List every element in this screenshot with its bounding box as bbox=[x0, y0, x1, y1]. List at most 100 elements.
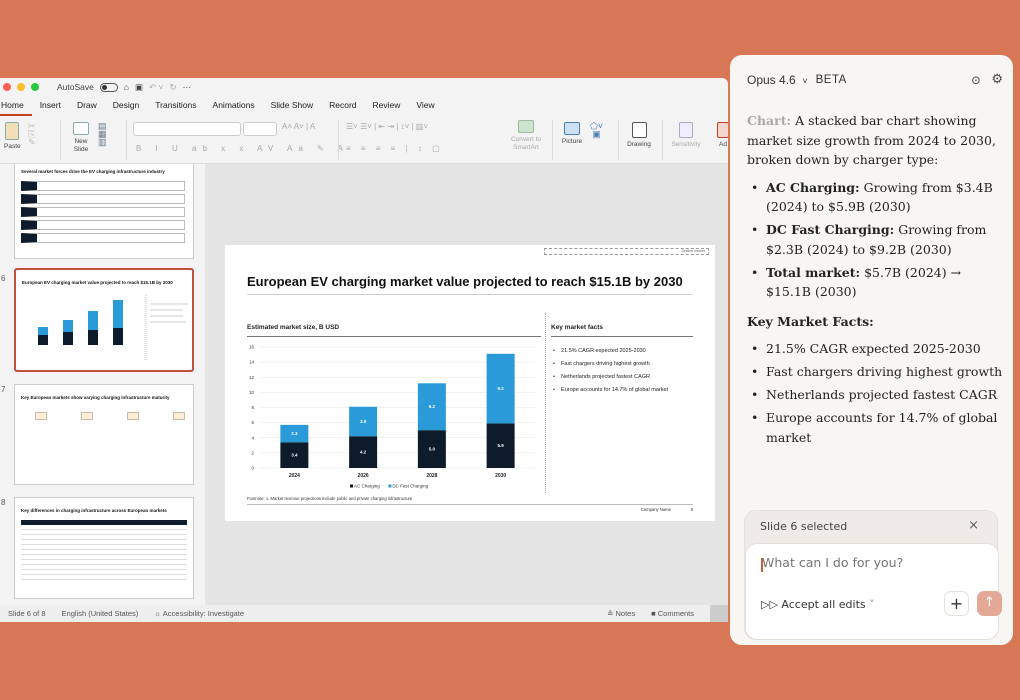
beta-badge: BETA bbox=[815, 74, 847, 86]
send-button[interactable]: ↑ bbox=[977, 591, 1002, 616]
list-icons[interactable]: ☰˅ ☰˅ | ⇤ ⇥ | ↕˅ | ▥˅ bbox=[346, 122, 429, 131]
cut-copy-icons[interactable]: ✂ ⎘ ✎ bbox=[28, 121, 36, 147]
intro-paragraph: Chart: A stacked bar chart showing marke… bbox=[747, 113, 996, 167]
list-item: Netherlands projected fastest CAGR bbox=[747, 385, 1007, 405]
thumbnail-slide-7[interactable]: Key European markets show varying chargi… bbox=[14, 384, 194, 485]
fast-forward-icon: ▷▷ bbox=[761, 598, 778, 611]
paste-button[interactable]: Paste bbox=[4, 122, 21, 151]
font-size-select[interactable] bbox=[243, 122, 277, 136]
company-name: Company Name bbox=[640, 507, 671, 512]
tab-design[interactable]: Design bbox=[112, 100, 140, 110]
bar-segment bbox=[486, 423, 515, 468]
add-ins-icon bbox=[717, 122, 728, 138]
drawing-button[interactable]: Drawing bbox=[624, 122, 654, 149]
model-selector[interactable]: Opus 4.6 ˅ bbox=[747, 73, 808, 87]
view-toggle-button[interactable] bbox=[710, 605, 728, 622]
accessibility-status[interactable]: ☼ Accessibility: Investigate bbox=[154, 609, 245, 618]
picture-icon bbox=[564, 122, 580, 135]
home-icon[interactable]: ⌂ bbox=[123, 82, 130, 92]
font-format-icons[interactable]: B I U ab x x AV Aa ✎ A bbox=[136, 144, 349, 153]
chat-input[interactable] bbox=[762, 555, 982, 570]
undo-icon[interactable]: ↶ ˅ bbox=[149, 81, 164, 92]
close-window-button[interactable] bbox=[3, 83, 11, 91]
settings-gear-icon[interactable]: ⚙ bbox=[991, 72, 1003, 87]
align-icons[interactable]: ≡ ≡ ≡ ≡ | ↕ ▢ bbox=[346, 144, 444, 153]
fact-item: • Netherlands projected fastest CAGR bbox=[553, 374, 651, 380]
new-slide-label: New Slide bbox=[73, 138, 89, 153]
tab-transitions[interactable]: Transitions bbox=[155, 100, 197, 110]
close-context-icon[interactable]: × bbox=[968, 518, 979, 533]
slide-title[interactable]: European EV charging market value projec… bbox=[247, 274, 683, 289]
autosave-toggle[interactable] bbox=[99, 82, 118, 92]
minimize-window-button[interactable] bbox=[17, 83, 25, 91]
add-attachment-button[interactable]: + bbox=[944, 591, 969, 616]
tab-animations[interactable]: Animations bbox=[212, 100, 255, 110]
picture-button[interactable]: Picture bbox=[558, 122, 586, 146]
status-bar: Slide 6 of 8 English (United States) ☼ A… bbox=[0, 605, 728, 622]
autosave-label: AutoSave bbox=[57, 82, 94, 92]
convert-smartart-button[interactable]: Convert to SmartArt bbox=[506, 120, 546, 152]
tab-slide-show[interactable]: Slide Show bbox=[270, 100, 314, 110]
footnote: Footnote: 1. Market revenue projections … bbox=[247, 496, 413, 501]
thumbnail-slide-5[interactable]: Several market forces drive the EV charg… bbox=[14, 164, 194, 259]
list-item: DC Fast Charging: Growing from $2.3B (20… bbox=[747, 220, 1007, 259]
y-tick-label: 8 bbox=[251, 405, 254, 410]
layout-icons[interactable]: ▤ ▦ ▥ bbox=[98, 121, 107, 147]
more-icon[interactable]: ⋯ bbox=[182, 81, 192, 92]
data-label: 6.2 bbox=[429, 404, 436, 409]
fact-item: • Europe accounts for 14.7% of global ma… bbox=[553, 387, 669, 393]
accept-edits-dropdown[interactable]: ▷▷ Accept all edits ˅ bbox=[761, 598, 875, 611]
font-name-select[interactable] bbox=[133, 122, 241, 136]
tab-insert[interactable]: Insert bbox=[39, 100, 61, 110]
x-tick-label: 2028 bbox=[426, 473, 437, 479]
slide-counter: Slide 6 of 8 bbox=[8, 609, 46, 618]
tab-home[interactable]: Home bbox=[0, 96, 32, 116]
column-divider bbox=[545, 313, 546, 493]
add-ins-button[interactable]: Ad bbox=[716, 122, 728, 149]
stacked-bar-chart: 0 2 4 6 8 10 12 14 16 3.4 2.3 2024 4.2 3.9 2026 5.0 6.2 2… bbox=[249, 345, 535, 489]
maximize-window-button[interactable] bbox=[31, 83, 39, 91]
tab-view[interactable]: View bbox=[416, 100, 435, 110]
fact-item: • 21.5% CAGR expected 2025-2030 bbox=[553, 348, 646, 354]
data-label: 4.2 bbox=[360, 450, 367, 455]
convert-label: Convert to SmartArt bbox=[511, 136, 541, 151]
title-bar: AutoSave ⌂ ▣ ↶ ˅ ↻ ⋯ bbox=[0, 78, 728, 96]
language[interactable]: English (United States) bbox=[61, 609, 139, 618]
bar-segment bbox=[280, 424, 309, 443]
new-slide-button[interactable]: New Slide bbox=[68, 122, 94, 154]
y-tick-label: 16 bbox=[249, 345, 255, 350]
drawing-label: Drawing bbox=[627, 141, 651, 148]
list-item: Fast chargers driving highest growth bbox=[747, 362, 1007, 382]
facts-list: • 21.5% CAGR expected 2025-2030 • Fast c… bbox=[553, 348, 668, 393]
tab-record[interactable]: Record bbox=[329, 100, 357, 110]
new-chat-icon[interactable]: ⊙ bbox=[970, 73, 981, 87]
list-item: Total market: $5.7B (2024) → $15.1B (203… bbox=[747, 263, 1007, 302]
panel-header: Opus 4.6 ˅ BETA bbox=[747, 73, 847, 87]
shapes-icon[interactable]: ⬠˅ ▣ bbox=[590, 121, 604, 139]
list-item: 21.5% CAGR expected 2025-2030 bbox=[747, 339, 1007, 359]
save-icon[interactable]: ▣ bbox=[135, 81, 144, 92]
slide-canvas: Section marker European EV charging mark… bbox=[205, 164, 728, 605]
current-slide[interactable]: Section marker European EV charging mark… bbox=[225, 245, 715, 521]
bar-segment bbox=[486, 353, 515, 424]
sensitivity-button[interactable]: Sensitivity bbox=[668, 122, 704, 149]
redo-icon[interactable]: ↻ bbox=[169, 81, 177, 92]
thumbnail-title: European EV charging market value projec… bbox=[22, 280, 173, 285]
chart-summary-list: AC Charging: Growing from $3.4B (2024) t… bbox=[747, 178, 1007, 302]
tab-draw[interactable]: Draw bbox=[76, 100, 97, 110]
text-cursor bbox=[761, 558, 763, 572]
notes-button[interactable]: ≗ Notes bbox=[607, 609, 636, 618]
y-tick-label: 4 bbox=[251, 435, 254, 440]
assistant-panel: Opus 4.6 ˅ BETA ⊙ ⚙ Chart: A stacked bar… bbox=[730, 55, 1013, 645]
data-label: 3.9 bbox=[360, 419, 367, 424]
paste-label: Paste bbox=[4, 143, 21, 150]
font-size-icons[interactable]: A˄ A˅ | A bbox=[282, 122, 316, 131]
section-marker: Section marker bbox=[544, 248, 709, 255]
y-tick-label: 6 bbox=[251, 420, 254, 425]
thumbnail-slide-6[interactable]: European EV charging market value projec… bbox=[14, 268, 194, 372]
tab-review[interactable]: Review bbox=[372, 100, 401, 110]
thumbnail-slide-8[interactable]: Key differences in charging infrastructu… bbox=[14, 497, 194, 599]
comments-button[interactable]: ■ Comments bbox=[651, 609, 694, 618]
smartart-icon bbox=[518, 120, 534, 133]
chart-heading-rule bbox=[247, 336, 541, 337]
